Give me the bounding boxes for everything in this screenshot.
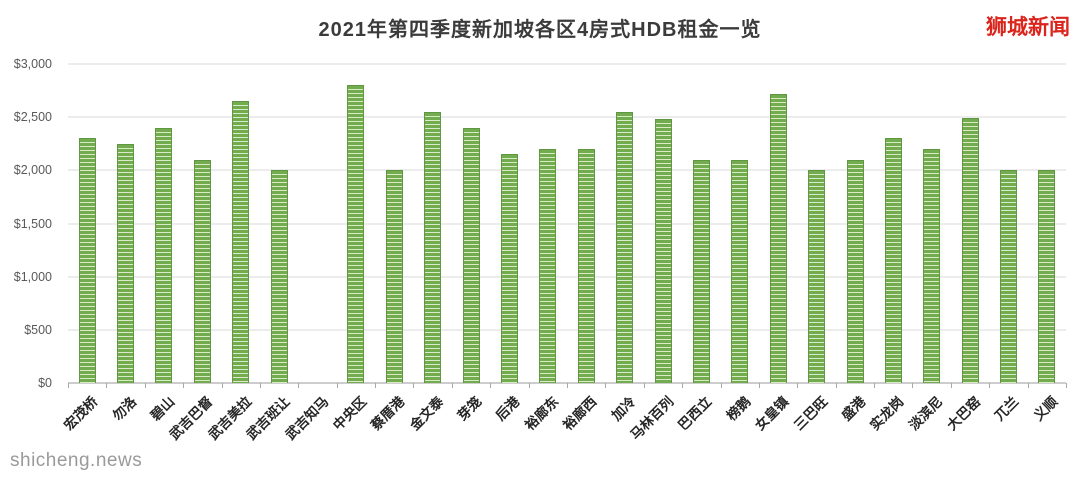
axis-tick (528, 383, 530, 388)
axis-tick (106, 383, 108, 388)
axis-tick (490, 383, 492, 388)
bar-裕廊西 (577, 149, 595, 383)
bar-武吉班让 (270, 170, 288, 383)
axis-tick (797, 383, 799, 388)
bar-cell (682, 64, 720, 383)
bar-cell (414, 64, 452, 383)
axis-tick (1027, 383, 1029, 388)
bar-cell (183, 64, 221, 383)
bar-cell (68, 64, 106, 383)
bar-cell (452, 64, 490, 383)
bars (68, 64, 1066, 383)
site-logo: 狮城新闻 (986, 16, 1070, 39)
axis-tick (758, 383, 760, 388)
gridline (68, 63, 1066, 65)
chart-title: 2021年第四季度新加坡各区4房式HDB租金一览 (318, 19, 762, 41)
bar-加冷 (616, 111, 634, 383)
axis-tick (874, 383, 876, 388)
bar-兀兰 (1000, 170, 1018, 383)
y-tick-label: $3,000 (13, 57, 52, 71)
bar-cell (759, 64, 797, 383)
bar-三巴旺 (808, 170, 826, 383)
bar-蔡厝港 (385, 170, 403, 383)
bar-勿洛 (117, 143, 135, 383)
x-axis-labels: 宏茂桥 勿洛 碧山 武吉巴督 武吉美拉 武吉班让 武吉知马 中央区 蔡厝港 金文泰 芽笼 后港 裕廊东裕… (61, 388, 1066, 480)
axis-tick (298, 383, 300, 388)
axis-tick (989, 383, 991, 388)
bar-cell (145, 64, 183, 383)
gridline (68, 223, 1066, 224)
bar-马林百列 (654, 119, 672, 383)
bar-中央区 (347, 85, 365, 383)
bar-cell (375, 64, 413, 383)
axis-tick (720, 383, 722, 388)
y-tick-label: $1,000 (13, 269, 52, 284)
bar-cell (644, 64, 682, 383)
bar-大巴窑 (961, 118, 979, 383)
axis-tick (183, 383, 185, 388)
axis-tick (336, 383, 338, 388)
axis-tick (643, 383, 645, 388)
axis-tick (413, 383, 415, 388)
watermark: shicheng.news (10, 450, 143, 471)
bar-cell (836, 64, 874, 383)
bar-cell (222, 64, 260, 383)
axis-tick (259, 383, 261, 388)
bar-武吉巴督 (193, 159, 211, 383)
bar-碧山 (155, 127, 173, 383)
bar-淡滨尼 (923, 149, 941, 383)
bar-cell (951, 64, 989, 383)
bar-cell (989, 64, 1027, 383)
y-axis-labels: $0 $500 $1,000 $1,500 $2,000 $2,500 $3,000 (0, 57, 62, 390)
bar-武吉美拉 (232, 101, 250, 383)
axis-tick (605, 383, 607, 388)
axis-tick (950, 383, 952, 388)
bar-实龙岗 (884, 138, 902, 383)
bar-义顺 (1038, 170, 1056, 383)
bar-盛港 (846, 159, 864, 383)
bar-女皇镇 (769, 93, 787, 383)
bar-宏茂桥 (78, 138, 96, 383)
bar-芽笼 (462, 127, 480, 383)
axis-tick (835, 383, 837, 388)
axis-tick (912, 383, 914, 388)
bar-cell (106, 64, 144, 383)
gridline (68, 169, 1066, 171)
axis-tick (375, 383, 377, 388)
axis-tick (1066, 383, 1067, 388)
bar-cell (605, 64, 643, 383)
y-tick-label: $2,500 (13, 110, 52, 125)
gridline (68, 276, 1066, 278)
y-tick-label: $2,000 (13, 163, 52, 178)
bar-cell (260, 64, 298, 383)
bar-榜鹅 (731, 159, 749, 383)
bar-cell (913, 64, 951, 383)
bar-后港 (500, 154, 518, 383)
axis-tick (682, 383, 684, 388)
bar-cell (529, 64, 567, 383)
bar-cell (1028, 64, 1066, 383)
gridline (68, 116, 1066, 118)
gridline (68, 329, 1066, 331)
y-tick-label: $1,500 (13, 216, 52, 231)
bar-cell (337, 64, 375, 383)
bar-cell (874, 64, 912, 383)
axis-tick (68, 383, 69, 388)
y-tick-label: $500 (24, 322, 52, 337)
bar-cell (567, 64, 605, 383)
plot-area (68, 63, 1067, 388)
y-tick-label: $0 (38, 376, 52, 390)
bar-cell (490, 64, 528, 383)
axis-tick (451, 383, 453, 388)
bar-巴西立 (692, 159, 710, 383)
bar-cell (721, 64, 759, 383)
bar-cell (298, 64, 336, 383)
axis-tick (221, 383, 223, 388)
axis-tick (144, 383, 146, 388)
axis-tick (567, 383, 568, 388)
bar-cell (797, 64, 835, 383)
bar-金文泰 (424, 111, 442, 383)
bar-裕廊东 (539, 149, 557, 383)
